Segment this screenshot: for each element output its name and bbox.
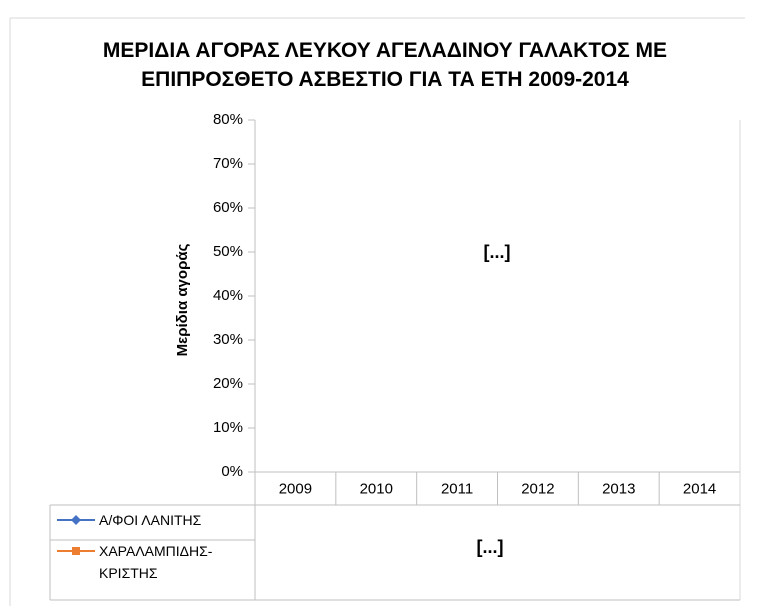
x-tick-label: 2014 xyxy=(683,480,716,497)
y-tick-label: 50% xyxy=(213,243,243,260)
y-tick-label: 30% xyxy=(213,331,243,348)
x-tick-label: 2013 xyxy=(602,480,635,497)
y-tick-label: 40% xyxy=(213,287,243,304)
x-tick-label: 2009 xyxy=(279,480,312,497)
x-tick-label: 2011 xyxy=(441,480,473,497)
y-tick-label: 20% xyxy=(213,375,243,392)
legend-label: Α/ΦΟΙ ΛΑΝΙΤΗΣ xyxy=(99,512,202,528)
legend-marker xyxy=(72,547,80,555)
annotation: [...] xyxy=(477,537,504,557)
y-tick-label: 10% xyxy=(213,419,243,436)
annotation: [...] xyxy=(484,242,511,262)
chart-title: ΜΕΡΙΔΙΑ ΑΓΟΡΑΣ ΛΕΥΚΟΥ ΑΓΕΛΑΔΙΝΟΥ ΓΑΛΑΚΤΟ… xyxy=(102,39,668,91)
legend-label: ΧΑΡΑΛΑΜΠΙΔΗΣ-ΚΡΙΣΤΗΣ xyxy=(99,543,213,581)
y-tick-label: 70% xyxy=(213,155,243,172)
legend-marker xyxy=(71,515,81,525)
y-axis-label: Μερίδια αγοράς xyxy=(174,243,191,356)
y-tick-label: 0% xyxy=(221,463,243,480)
y-tick-label: 60% xyxy=(213,199,243,216)
x-tick-label: 2010 xyxy=(360,480,393,497)
x-tick-label: 2012 xyxy=(521,480,554,497)
y-tick-label: 80% xyxy=(213,111,243,128)
